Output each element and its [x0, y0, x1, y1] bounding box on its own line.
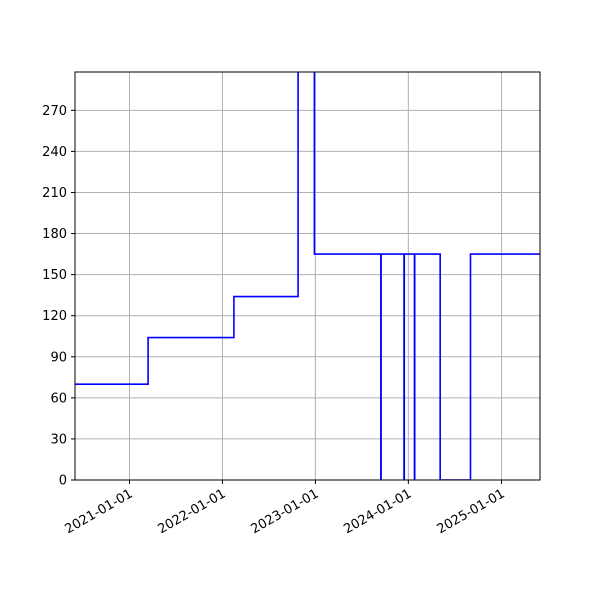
- series-layer: [75, 72, 540, 480]
- y-axis: 0 30 60 90 120 150 180 210 240 270: [42, 104, 75, 489]
- y-tick-label: 60: [50, 391, 67, 406]
- y-tick-label: 30: [50, 432, 67, 447]
- plot-frame: [74, 71, 541, 481]
- series-line: [75, 72, 540, 480]
- y-tick-label: 240: [42, 145, 67, 160]
- y-tick-label: 120: [42, 309, 67, 324]
- y-tick-label: 150: [42, 268, 67, 283]
- y-tick-label: 0: [59, 474, 67, 489]
- y-tick-label: 210: [42, 186, 67, 201]
- y-tick-label: 180: [42, 227, 67, 242]
- grid: [75, 72, 540, 481]
- y-tick-label: 90: [50, 350, 67, 365]
- y-tick-label: 270: [42, 104, 67, 119]
